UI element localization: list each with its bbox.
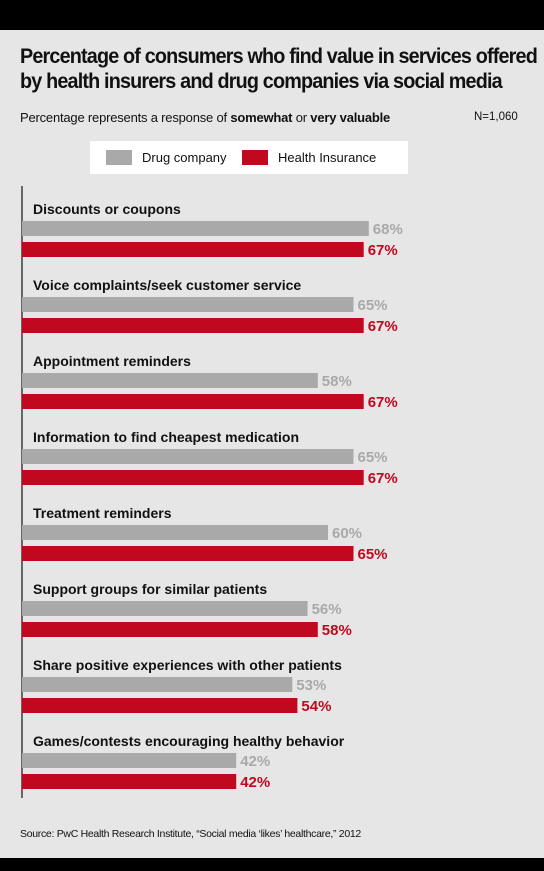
bar-health-insurance <box>22 546 354 561</box>
subtitle-middle: or <box>292 110 311 125</box>
subtitle-prefix: Percentage represents a response of <box>20 110 231 125</box>
subtitle-bold-1: somewhat <box>230 110 293 125</box>
category-label: Share positive experiences with other pa… <box>33 657 342 673</box>
sample-size: N=1,060 <box>474 111 518 123</box>
value-label: 68% <box>373 221 403 238</box>
bar-health-insurance <box>22 318 364 333</box>
bar-chart: Discounts or coupons 68% 67% Voice complain… <box>0 186 544 806</box>
top-bar <box>0 0 544 30</box>
value-label: 67% <box>368 242 398 259</box>
bar-drug-company <box>22 373 318 388</box>
bar-health-insurance <box>22 242 364 257</box>
value-label: 65% <box>358 546 388 563</box>
value-label: 65% <box>358 297 388 314</box>
value-label: 58% <box>322 622 352 639</box>
bar-health-insurance <box>22 470 364 485</box>
legend-swatch-health-insurance <box>242 150 268 165</box>
value-label: 65% <box>358 449 388 466</box>
legend: Drug company Health Insurance <box>90 141 408 174</box>
category-label: Support groups for similar patients <box>33 581 267 597</box>
value-label: 67% <box>368 318 398 335</box>
value-label: 42% <box>240 774 270 791</box>
bar-drug-company <box>22 221 369 236</box>
value-label: 67% <box>368 394 398 411</box>
bar-drug-company <box>22 449 354 464</box>
subtitle-bold-2: very valuable <box>310 110 391 125</box>
title-line-1: Percentage of consumers who find value i… <box>20 44 538 68</box>
source-note: Source: PwC Health Research Institute, “… <box>20 828 361 840</box>
value-label: 42% <box>240 753 270 770</box>
bar-drug-company <box>22 601 308 616</box>
chart-subtitle: Percentage represents a response of some… <box>20 110 390 125</box>
bar-drug-company <box>22 677 293 692</box>
category-label: Games/contests encouraging healthy behav… <box>33 733 345 749</box>
value-label: 67% <box>368 470 398 487</box>
title-line-2: by health insurers and drug companies vi… <box>20 69 503 93</box>
chart-title: Percentage of consumers who find value i… <box>20 44 538 94</box>
category-label: Treatment reminders <box>33 505 172 521</box>
legend-swatch-drug-company <box>106 150 132 165</box>
category-label: Voice complaints/seek customer service <box>33 277 301 293</box>
value-label: 54% <box>301 698 331 715</box>
bottom-bar <box>0 858 544 871</box>
bar-drug-company <box>22 753 237 768</box>
bar-drug-company <box>22 525 328 540</box>
value-label: 53% <box>296 677 326 694</box>
bar-health-insurance <box>22 698 298 713</box>
value-label: 56% <box>312 601 342 618</box>
value-label: 60% <box>332 525 362 542</box>
value-label: 58% <box>322 373 352 390</box>
category-label: Appointment reminders <box>33 353 191 369</box>
bar-health-insurance <box>22 622 318 637</box>
bar-drug-company <box>22 297 354 312</box>
category-label: Discounts or coupons <box>33 201 181 217</box>
legend-label-health-insurance: Health Insurance <box>278 150 377 165</box>
bar-chart-svg: Discounts or coupons 68% 67% Voice complain… <box>21 186 403 798</box>
category-label: Information to find cheapest medication <box>33 429 299 445</box>
bar-health-insurance <box>22 774 237 789</box>
legend-label-drug-company: Drug company <box>142 150 227 165</box>
bar-health-insurance <box>22 394 364 409</box>
